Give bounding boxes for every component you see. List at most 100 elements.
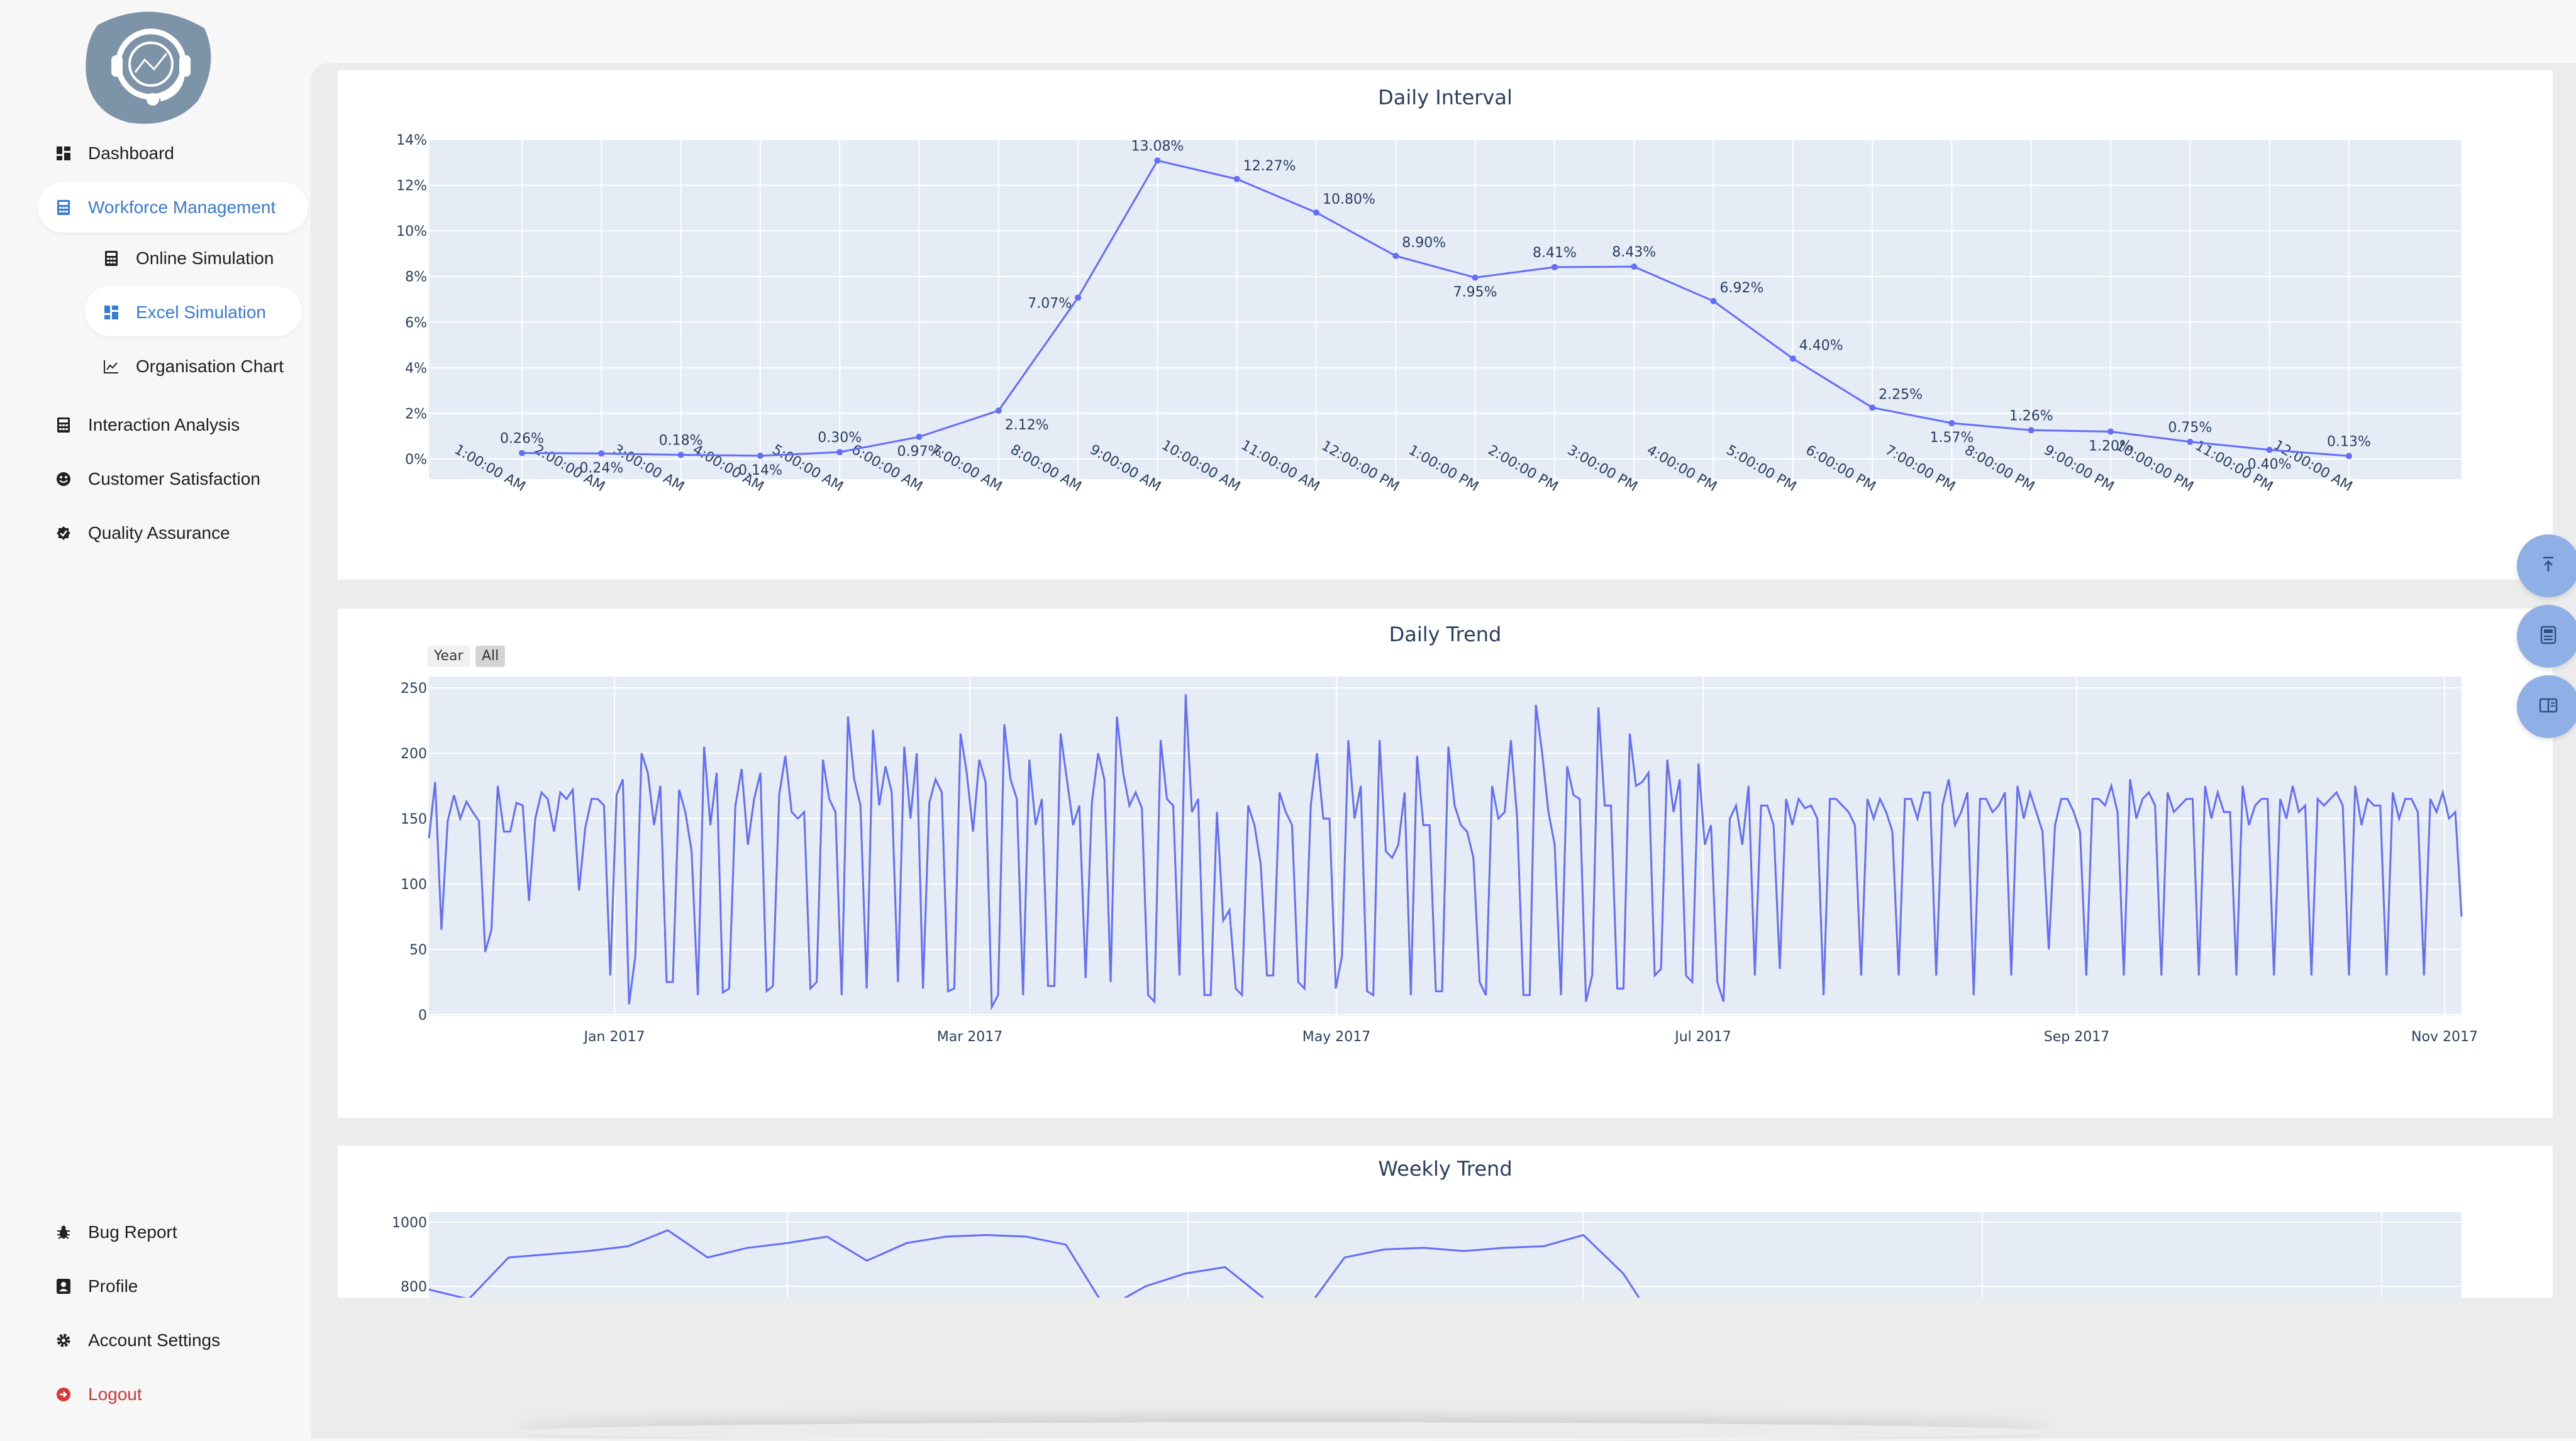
sidebar-item-interaction-analysis[interactable]: Interaction Analysis — [55, 415, 240, 435]
data-point — [2187, 438, 2194, 445]
data-point — [995, 407, 1002, 414]
x-tick-label: Jul 2017 — [1674, 1029, 1731, 1045]
dashboard-icon — [103, 304, 119, 321]
data-point — [2345, 453, 2352, 460]
data-label: 1.26% — [2009, 408, 2053, 424]
data-point — [1154, 157, 1161, 164]
data-point — [1869, 404, 1876, 411]
bug-icon — [55, 1224, 72, 1240]
weekly-trend-chart[interactable]: 800 1000 — [338, 1146, 2553, 1298]
data-point — [677, 451, 684, 458]
sidebar-item-bug-report[interactable]: Bug Report — [55, 1222, 177, 1242]
data-label: 8.90% — [1402, 235, 1446, 251]
y-tick-label: 1000 — [392, 1215, 427, 1231]
x-tick-label: Nov 2017 — [2411, 1029, 2478, 1045]
calculator-icon — [55, 417, 72, 433]
data-label: 7.95% — [1453, 285, 1497, 301]
chart-title: Weekly Trend — [1378, 1157, 1513, 1181]
data-point — [1710, 297, 1717, 304]
data-label: 4.40% — [1799, 338, 1843, 353]
daily-interval-chart[interactable]: 0%2%4%6%8%10%12%14%1:00:00 AM 2:00:00 AM 3… — [338, 70, 2553, 580]
sidebar-item-dashboard[interactable]: Dashboard — [55, 143, 174, 163]
chart-title: Daily Trend — [1389, 622, 1502, 646]
calculator-icon — [2540, 626, 2557, 648]
sidebar-item-organisation-chart[interactable]: Organisation Chart — [103, 356, 284, 377]
book-icon — [2539, 697, 2558, 717]
sidebar-item-label: Dashboard — [88, 143, 174, 163]
sidebar-item-account-settings[interactable]: Account Settings — [55, 1330, 220, 1350]
range-button-all[interactable]: All — [475, 646, 506, 667]
smile-icon — [55, 471, 72, 487]
y-tick-label: 14% — [396, 133, 427, 148]
data-label: 12.27% — [1243, 158, 1296, 174]
data-point — [1392, 253, 1399, 260]
sidebar-subactive-pill — [85, 286, 302, 336]
calculator-fab-button[interactable] — [2517, 605, 2576, 668]
series-line — [521, 159, 2350, 457]
data-label: 0.13% — [2327, 434, 2371, 450]
y-tick-label: 50 — [409, 942, 427, 958]
sidebar-item-label: Organisation Chart — [136, 356, 284, 376]
sidebar-item-customer-satisfaction[interactable]: Customer Satisfaction — [55, 469, 260, 489]
y-tick-label: 10% — [396, 224, 427, 240]
dashboard-icon — [55, 145, 72, 162]
y-tick-label: 150 — [401, 812, 427, 827]
sidebar-item-label: Interaction Analysis — [88, 415, 240, 434]
y-tick-label: 0% — [405, 452, 427, 468]
data-point — [598, 450, 605, 457]
gear-icon — [55, 1332, 72, 1349]
sidebar-item-label: Account Settings — [88, 1330, 221, 1350]
y-tick-label: 2% — [405, 406, 427, 422]
series-line — [428, 694, 2463, 1011]
data-label: 0.14% — [738, 463, 782, 478]
chart-title: Daily Interval — [1378, 86, 1513, 109]
data-point — [519, 450, 525, 456]
data-point — [1233, 175, 1240, 182]
x-tick-label: Sep 2017 — [2044, 1029, 2109, 1045]
range-button-year[interactable]: Year — [428, 646, 470, 667]
y-tick-label: 12% — [396, 179, 427, 194]
data-point — [916, 433, 923, 440]
sidebar-item-online-simulation[interactable]: Online Simulation — [103, 248, 274, 268]
data-point — [1948, 420, 1955, 427]
data-point — [836, 449, 843, 456]
data-point — [2028, 427, 2035, 434]
sidebar-item-logout[interactable]: Logout — [55, 1384, 142, 1405]
x-tick-label: Jan 2017 — [583, 1029, 645, 1045]
sidebar-item-label: Logout — [88, 1384, 142, 1404]
data-label: 8.43% — [1612, 245, 1656, 260]
profile-icon — [55, 1278, 72, 1295]
y-tick-label: 250 — [401, 681, 427, 697]
scroll-to-top-button[interactable] — [2517, 534, 2576, 597]
line-chart-icon — [103, 358, 119, 375]
logout-icon — [55, 1386, 72, 1403]
book-fab-button[interactable] — [2517, 675, 2576, 738]
data-label: 0.26% — [500, 431, 544, 447]
data-label: 1.20% — [2089, 438, 2133, 454]
sidebar-active-pill — [38, 182, 308, 233]
sidebar-item-excel-simulation[interactable]: Excel Simulation — [103, 302, 266, 323]
check-badge-icon — [55, 525, 72, 541]
calculator-icon — [55, 199, 72, 216]
y-tick-label: 800 — [401, 1279, 427, 1295]
data-point — [2107, 428, 2114, 435]
y-tick-label: 0 — [418, 1008, 427, 1024]
plot-background — [429, 140, 2462, 479]
data-label: 0.30% — [818, 430, 862, 446]
sidebar-item-label: Online Simulation — [136, 248, 274, 268]
data-label: 1.57% — [1929, 430, 1974, 446]
x-tick-label: Mar 2017 — [937, 1029, 1003, 1045]
sidebar-item-workforce-management[interactable]: Workforce Management — [55, 197, 275, 218]
data-point — [1631, 263, 1638, 270]
data-point — [1551, 263, 1558, 270]
sidebar-item-label: Customer Satisfaction — [88, 469, 260, 489]
app-logo[interactable] — [79, 6, 223, 126]
data-label: 0.40% — [2248, 456, 2292, 472]
daily-trend-chart[interactable]: 0 50 100 150 200 250 Jan 2017 Mar 2017 May 2017 J… — [338, 609, 2553, 1118]
sidebar-item-profile[interactable]: Profile — [55, 1276, 138, 1296]
sidebar-item-quality-assurance[interactable]: Quality Assurance — [55, 523, 230, 543]
data-label: 2.25% — [1879, 387, 1923, 402]
y-tick-label: 100 — [401, 877, 427, 893]
calculator-icon — [103, 250, 119, 267]
data-point — [757, 452, 763, 459]
